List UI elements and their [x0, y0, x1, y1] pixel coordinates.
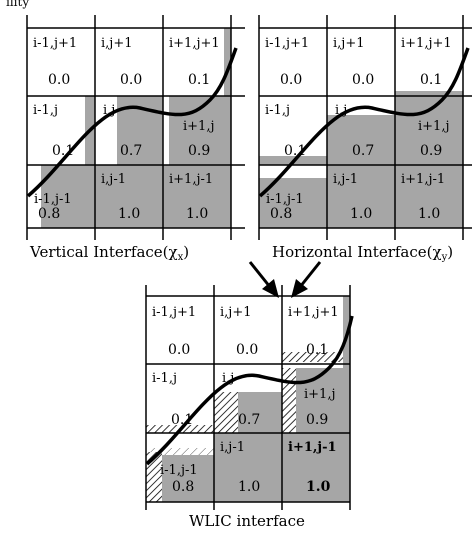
- cell-value: 0.1: [52, 143, 74, 159]
- cell-labels: i-1,j+1 i,j+1 i+1,j+1 i-1,j i,j i+1,j i-…: [152, 305, 339, 478]
- cell-label: i-1,j-1: [266, 192, 304, 207]
- cell-label: i+1,j: [418, 119, 449, 134]
- cell-label: i+1,j-1: [401, 172, 445, 187]
- grid-lines: [258, 15, 472, 240]
- cell-label: i,j: [103, 103, 115, 118]
- cell-value: 0.0: [280, 72, 302, 88]
- cell-label: i+1,j: [183, 119, 214, 134]
- cell-value: 0.9: [420, 143, 442, 159]
- grid-lines: [145, 285, 351, 510]
- cell-value: 0.0: [168, 342, 190, 358]
- arrow-right-down-icon: [248, 261, 272, 288]
- volume-fraction-fills: [146, 296, 350, 502]
- cell-label: i-1,j: [152, 371, 177, 386]
- cell-label: i,j+1: [101, 36, 132, 51]
- cell-label: i+1,j: [304, 387, 335, 402]
- interface-curve: [258, 47, 470, 198]
- cell-label: i-1,j+1: [33, 36, 77, 51]
- cell-value: 1.0: [238, 479, 260, 495]
- cell-label: i+1,j+1: [169, 36, 220, 51]
- cell-labels: i-1,j+1 i,j+1 i+1,j+1 i-1,j i,j i+1,j i-…: [265, 36, 452, 207]
- cell-value: 0.1: [188, 72, 210, 88]
- cell-label: i-1,j+1: [265, 36, 309, 51]
- cell-value: 0.1: [306, 342, 328, 358]
- cell-value: 0.0: [48, 72, 70, 88]
- volume-fraction-fills: [259, 91, 463, 228]
- cell-value: 0.7: [238, 412, 260, 428]
- arrow-head-icon: [262, 279, 279, 298]
- cell-label: i+1,j+1: [401, 36, 452, 51]
- cell-value: 0.1: [284, 143, 306, 159]
- cell-label: i,j-1: [333, 172, 358, 187]
- panel-caption: Vertical Interface(χx): [29, 243, 189, 263]
- cell-value: 0.0: [120, 72, 142, 88]
- cell-value: 0.7: [352, 143, 374, 159]
- top-cut-text: ility: [6, 0, 29, 9]
- panel-horizontal-interface: i-1,j+1 i,j+1 i+1,j+1 i-1,j i,j i+1,j i-…: [258, 15, 472, 263]
- cell-values: 0.0 0.0 0.1 0.1 0.7 0.9 0.8 1.0 1.0: [38, 72, 210, 222]
- cell-label: i,j: [222, 371, 234, 386]
- cell-value: 0.0: [236, 342, 258, 358]
- cell-value: 1.0: [118, 206, 140, 222]
- cell-label: i,j+1: [333, 36, 364, 51]
- panel-vertical-interface: i-1,j+1 i,j+1 i+1,j+1 i-1,j i,j i+1,j i-…: [26, 15, 245, 263]
- cell-label: i-1,j-1: [160, 463, 198, 478]
- cell-value: 0.8: [172, 479, 194, 495]
- arrow-left-down-icon: [298, 261, 322, 288]
- interface-curve: [145, 315, 354, 466]
- cell-label: i,j: [335, 103, 347, 118]
- cell-value: 1.0: [306, 479, 331, 495]
- cell-label: i+1,j+1: [288, 305, 339, 320]
- cell-label: i-1,j-1: [34, 192, 72, 207]
- cell-value: 0.0: [352, 72, 374, 88]
- cell-value: 0.9: [188, 143, 210, 159]
- interface-curve: [26, 47, 238, 198]
- cell-value: 0.1: [171, 412, 193, 428]
- cell-values: 0.0 0.0 0.1 0.1 0.7 0.9 0.8 1.0 1.0: [270, 72, 442, 222]
- cell-value: 0.7: [120, 143, 142, 159]
- cell-value: 0.8: [38, 206, 60, 222]
- cell-label: i-1,j+1: [152, 305, 196, 320]
- cell-value: 0.1: [420, 72, 442, 88]
- cell-value: 1.0: [186, 206, 208, 222]
- panel-caption: Horizontal Interface(χy): [272, 243, 453, 263]
- arrows: [248, 261, 322, 298]
- cell-label: i+1,j-1: [288, 440, 337, 455]
- cell-value: 1.0: [350, 206, 372, 222]
- cell-labels: i-1,j+1 i,j+1 i+1,j+1 i-1,j i,j i+1,j i-…: [33, 36, 220, 207]
- cell-label: i-1,j: [265, 103, 290, 118]
- panel-wlic-interface: i-1,j+1 i,j+1 i+1,j+1 i-1,j i,j i+1,j i-…: [145, 285, 354, 530]
- cell-label: i,j+1: [220, 305, 251, 320]
- cell-label: i+1,j-1: [169, 172, 213, 187]
- cell-label: i-1,j: [33, 103, 58, 118]
- cell-values: 0.0 0.0 0.1 0.1 0.7 0.9 0.8 1.0 1.0: [168, 342, 331, 495]
- cell-value: 0.8: [270, 206, 292, 222]
- panel-caption: WLIC interface: [189, 512, 305, 530]
- cell-value: 0.9: [306, 412, 328, 428]
- cell-value: 1.0: [418, 206, 440, 222]
- cell-label: i,j-1: [220, 440, 245, 455]
- arrow-head-icon: [291, 279, 308, 298]
- cell-label: i,j-1: [101, 172, 126, 187]
